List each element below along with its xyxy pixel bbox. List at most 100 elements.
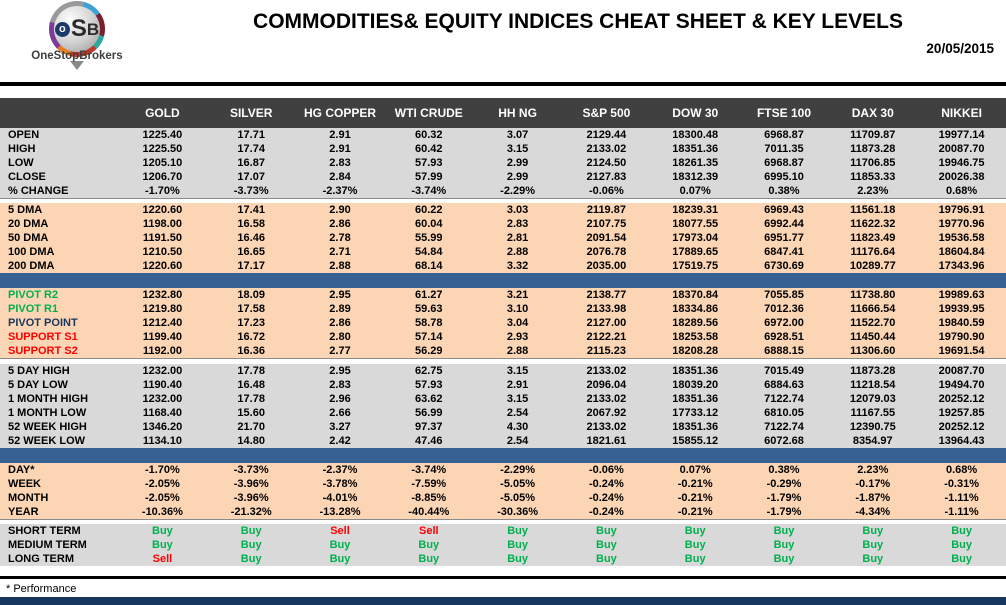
cell-hg-copper: Sell <box>330 525 350 537</box>
cell-hg-copper: 2.95 <box>329 365 351 377</box>
cell-nikkei: 18604.84 <box>938 246 985 258</box>
cell-silver: 17.07 <box>237 171 265 183</box>
table-row-short-term: SHORT TERM Buy Buy Sell Sell Buy Buy Buy Buy Buy B… <box>0 524 1006 538</box>
cell-s-p-500: 2133.98 <box>586 303 627 315</box>
row-label: HIGH <box>8 143 36 155</box>
cell-gold: -10.36% <box>141 506 183 518</box>
cell-hh-ng: 3.10 <box>506 303 529 315</box>
cell-gold: 1199.40 <box>142 331 182 343</box>
cell-wti-crude: 54.84 <box>415 246 443 258</box>
cell-silver: Buy <box>240 525 262 537</box>
cell-dow-30: 15855.12 <box>672 435 719 447</box>
section-signals: SHORT TERM Buy Buy Sell Sell Buy Buy Buy Buy Buy B… <box>0 524 1006 566</box>
cheat-sheet-table: GOLD SILVER HG COPPER WTI CRUDE HH NG S&P 500… <box>0 98 1006 566</box>
table-row-52-week-low: 52 WEEK LOW 1134.10 14.80 2.42 47.46 2.54 1821… <box>0 434 1006 448</box>
cell-s-p-500: -0.06% <box>588 185 624 197</box>
cell-ftse-100: 6968.87 <box>764 129 804 141</box>
cell-gold: -1.70% <box>144 185 180 197</box>
row-label: PIVOT POINT <box>8 317 78 329</box>
title-block: COMMODITIES& EQUITY INDICES CHEAT SHEET … <box>150 0 1006 56</box>
cell-hh-ng: -2.29% <box>500 464 536 476</box>
logo-monogram-o: o <box>54 21 70 37</box>
cell-ftse-100: -0.29% <box>766 478 802 490</box>
cell-s-p-500: 2129.44 <box>586 129 627 141</box>
row-label: OPEN <box>8 129 40 141</box>
cell-s-p-500: 2076.78 <box>586 246 627 258</box>
cell-wti-crude: -3.74% <box>411 464 447 476</box>
section-ohlc: OPEN 1225.40 17.71 2.91 60.32 3.07 2129.44 1830… <box>0 128 1006 199</box>
cell-ftse-100: 7012.36 <box>764 303 804 315</box>
cell-s-p-500: 2035.00 <box>586 260 627 272</box>
cell-wti-crude: -8.85% <box>411 492 447 504</box>
cell-s-p-500: -0.24% <box>588 478 624 490</box>
cell-gold: 1232.80 <box>142 289 183 301</box>
cell-wti-crude: -3.74% <box>411 185 447 197</box>
cell-s-p-500: 2133.02 <box>586 365 627 377</box>
cell-gold: Buy <box>152 525 173 537</box>
row-label: WEEK <box>8 478 41 490</box>
cell-hg-copper: 2.66 <box>329 407 351 419</box>
cell-nikkei: 19977.14 <box>938 129 985 141</box>
cell-gold: 1190.40 <box>142 379 182 391</box>
cell-hh-ng: Buy <box>507 539 528 551</box>
cell-silver: 14.80 <box>237 435 265 447</box>
cell-dow-30: -0.21% <box>677 492 713 504</box>
cell-hh-ng: Buy <box>507 553 528 565</box>
cell-dow-30: 0.07% <box>679 464 711 476</box>
cell-dow-30: 18261.35 <box>672 157 719 169</box>
cell-nikkei: 0.68% <box>945 464 978 476</box>
cell-silver: 16.72 <box>237 331 265 343</box>
row-label: 200 DMA <box>8 260 55 272</box>
cell-nikkei: Buy <box>951 539 972 551</box>
cell-wti-crude: 63.62 <box>415 393 443 405</box>
cell-nikkei: 17343.96 <box>938 260 985 272</box>
row-label: 50 DMA <box>8 232 49 244</box>
table-row-month: MONTH -2.05% -3.96% -4.01% -8.85% -5.05% -0.24… <box>0 491 1006 505</box>
row-label: DAY* <box>8 464 35 476</box>
cell-dow-30: 18351.36 <box>672 365 719 377</box>
cell-dow-30: 17889.65 <box>672 246 719 258</box>
row-label: LONG TERM <box>8 553 74 565</box>
cell-gold: 1220.60 <box>142 204 183 216</box>
cell-hg-copper: 2.91 <box>329 143 351 155</box>
cell-gold: -2.05% <box>144 492 180 504</box>
cell-dax-30: -1.87% <box>855 492 891 504</box>
logo-brand-text: OneStopBrokers <box>31 50 123 62</box>
cell-wti-crude: 60.32 <box>415 129 443 141</box>
table-row-support-s2: SUPPORT S2 1192.00 16.36 2.77 56.29 2.88 2115.… <box>0 344 1006 358</box>
cell-ftse-100: 0.38% <box>768 185 800 197</box>
cell-gold: 1346.20 <box>142 421 183 433</box>
cell-nikkei: Buy <box>951 553 972 565</box>
row-label: % CHANGE <box>8 185 69 197</box>
cell-hh-ng: -5.05% <box>500 478 536 490</box>
cell-nikkei: 19494.70 <box>938 379 985 391</box>
performance-footnote: * Performance <box>6 583 77 595</box>
column-header-s-p-500: S&P 500 <box>582 106 631 120</box>
cell-dax-30: 11873.28 <box>850 365 896 377</box>
cell-hg-copper: 2.91 <box>329 129 351 141</box>
cell-dax-30: 11738.80 <box>850 289 896 301</box>
cell-dow-30: -0.21% <box>677 478 713 490</box>
cell-silver: 16.48 <box>237 379 265 391</box>
cell-ftse-100: Buy <box>773 539 795 551</box>
table-row-50-dma: 50 DMA 1191.50 16.46 2.78 55.99 2.81 2091.54 17… <box>0 231 1006 245</box>
cell-dow-30: 18208.28 <box>672 345 719 357</box>
section-ranges: 5 DAY HIGH 1232.00 17.78 2.95 62.75 3.15 2133.… <box>0 364 1006 448</box>
cell-silver: -3.73% <box>233 464 269 476</box>
cell-hh-ng: -5.05% <box>500 492 536 504</box>
cell-hg-copper: 2.88 <box>329 260 351 272</box>
cell-dax-30: 11522.70 <box>850 317 896 329</box>
cell-ftse-100: 0.38% <box>768 464 800 476</box>
cell-s-p-500: Buy <box>596 553 617 565</box>
cell-hh-ng: 3.07 <box>506 129 529 141</box>
cell-silver: 18.09 <box>237 289 265 301</box>
cell-nikkei: 19257.85 <box>938 407 985 419</box>
cell-nikkei: 19840.59 <box>938 317 985 329</box>
cell-s-p-500: 2091.54 <box>586 232 627 244</box>
cell-hg-copper: -2.37% <box>322 464 358 476</box>
table-row-5-day-high: 5 DAY HIGH 1232.00 17.78 2.95 62.75 3.15 2133.… <box>0 364 1006 378</box>
logo-pin-tail-icon <box>70 61 84 70</box>
cell-ftse-100: -1.79% <box>766 506 802 518</box>
row-label: MEDIUM TERM <box>8 539 87 551</box>
